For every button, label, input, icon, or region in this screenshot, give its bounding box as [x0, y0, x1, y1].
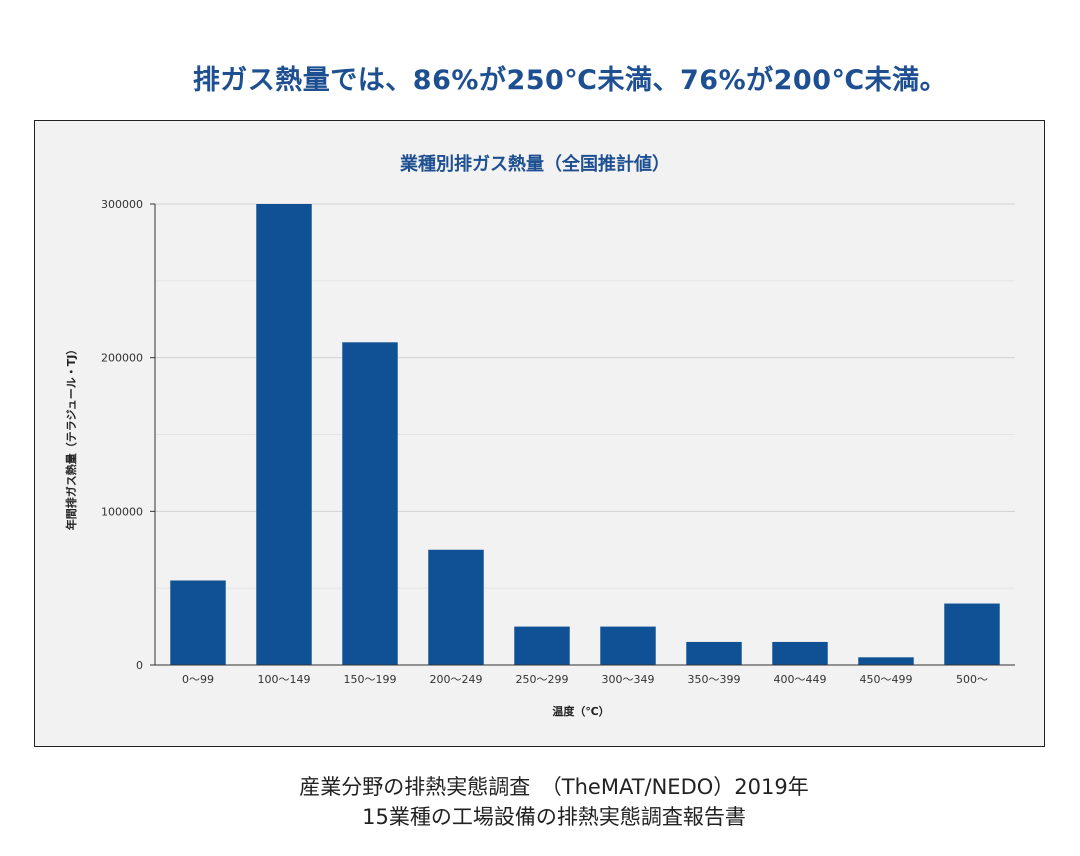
bar	[600, 626, 656, 665]
source-line-1: 産業分野の排熱実態調査 （TheMAT/NEDO）2019年	[299, 775, 809, 799]
y-axis-title: 年間排ガス熱量（テラジュール・TJ）	[64, 344, 78, 531]
y-tick-label: 300000	[101, 198, 143, 211]
bar	[342, 342, 398, 665]
x-tick-label: 500～	[956, 673, 988, 686]
x-tick-label: 200～249	[430, 673, 483, 686]
bar	[772, 641, 828, 665]
x-tick-label: 350～399	[688, 673, 741, 686]
x-tick-label: 450～499	[860, 673, 913, 686]
y-tick-label: 100000	[101, 505, 143, 518]
y-tick-label: 0	[136, 659, 143, 672]
y-tick-label: 200000	[101, 352, 143, 365]
x-tick-label: 0～99	[182, 673, 214, 686]
chart-frame: 業種別排ガス熱量（全国推計値） 0 100000 200000 300000 0～99 1…	[34, 120, 1045, 747]
bar	[944, 603, 1000, 665]
bar	[858, 657, 914, 665]
bar-chart: 業種別排ガス熱量（全国推計値） 0 100000 200000 300000 0～99 1…	[64, 153, 1015, 718]
x-tick-label: 300～349	[602, 673, 655, 686]
source-footer: 産業分野の排熱実態調査 （TheMAT/NEDO）2019年 15業種の工場設備…	[0, 772, 1080, 832]
bar	[428, 549, 484, 665]
x-tick-label: 250～299	[516, 673, 569, 686]
x-axis-title: 温度（℃）	[552, 704, 609, 718]
x-tick-label: 400～449	[774, 673, 827, 686]
axes: 0 100000 200000 300000 0～99 100～149 150～199 200…	[101, 198, 1015, 686]
headline: 排ガス熱量では、86%が250℃未満、76%が200℃未満。	[192, 65, 948, 96]
x-tick-label: 150～199	[344, 673, 397, 686]
bar	[256, 204, 312, 665]
bars	[170, 204, 1000, 665]
source-line-2: 15業種の工場設備の排熱実態調査報告書	[362, 805, 746, 829]
x-tick-label: 100～149	[258, 673, 311, 686]
chart-title: 業種別排ガス熱量（全国推計値）	[399, 153, 670, 175]
bar	[686, 641, 742, 665]
bar	[514, 626, 570, 665]
bar	[170, 580, 226, 665]
